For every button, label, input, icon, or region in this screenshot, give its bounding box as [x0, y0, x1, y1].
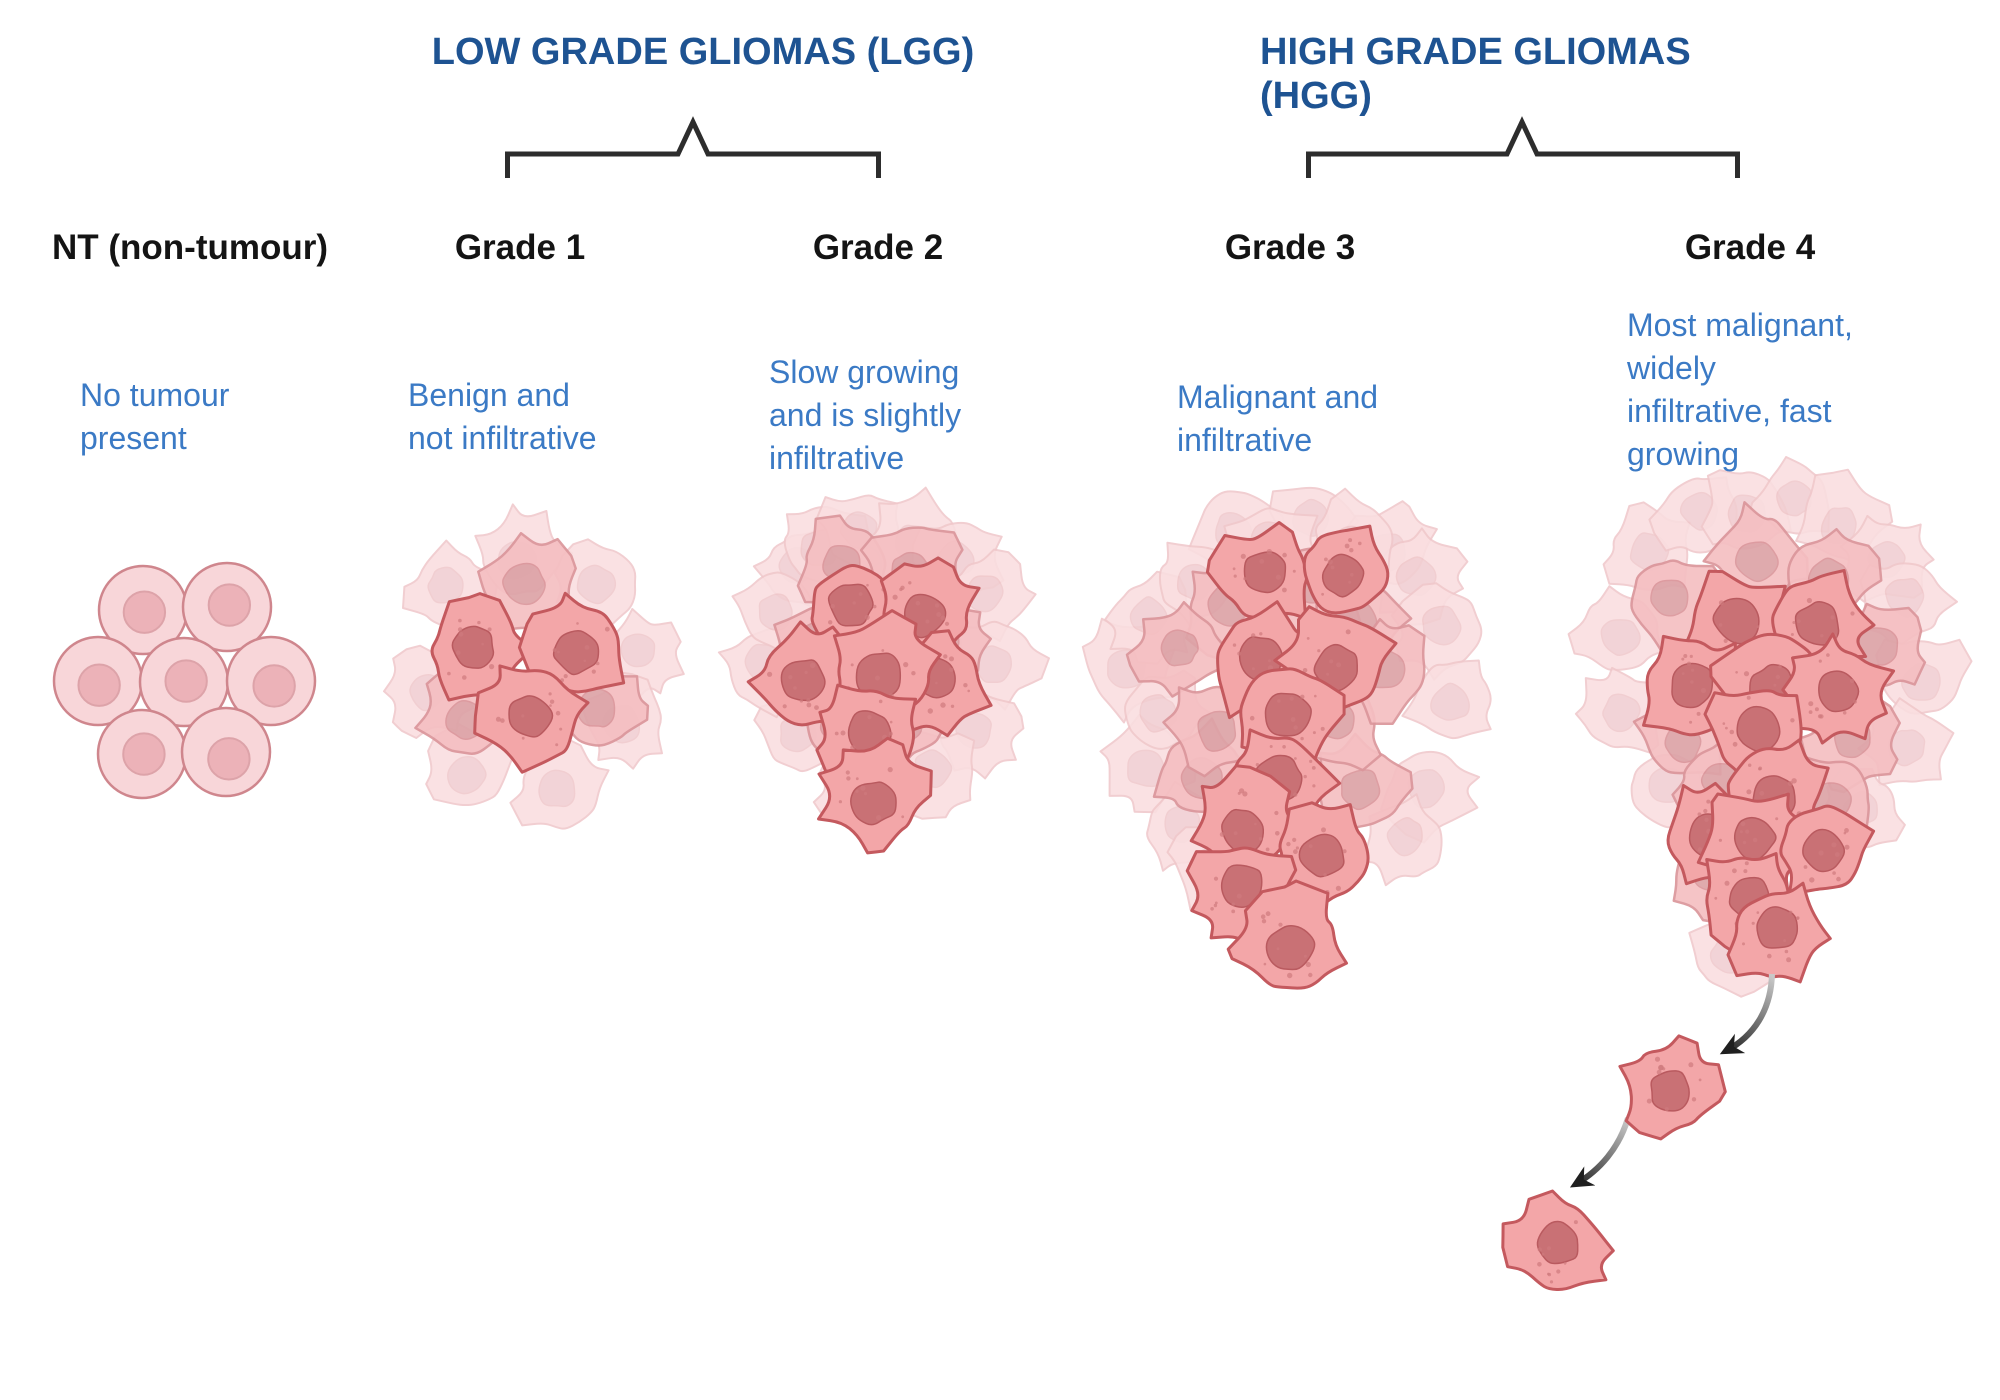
hgg-group-title: HIGH GRADE GLIOMAS (HGG): [1260, 31, 1691, 117]
header-grade2: Grade 2: [812, 228, 944, 267]
normal-cell: [96, 708, 188, 800]
hgg-bracket: [1306, 116, 1740, 178]
header-grade4: Grade 4: [1684, 228, 1816, 267]
grade4-tumour-cluster: [1567, 456, 1973, 998]
metastatic-cell: [1501, 1189, 1615, 1292]
normal-cell: [180, 706, 272, 798]
grade3-tumour-cluster: [1081, 486, 1492, 990]
lgg-group-title: LOW GRADE GLIOMAS (LGG): [431, 31, 975, 73]
tumour-cell: [1726, 881, 1832, 984]
header-grade3: Grade 3: [1224, 228, 1356, 267]
tumour-cell: [473, 664, 590, 774]
header-grade1: Grade 1: [454, 228, 586, 267]
header-nt: NT (non-tumour): [51, 228, 329, 267]
metastasis-arrow-1: [1719, 973, 1775, 1055]
metastatic-cell: [1618, 1034, 1727, 1141]
faded-tumour-cell: [1125, 600, 1231, 698]
tumour-cell: [1205, 521, 1309, 620]
faded-tumour-cell: [1574, 666, 1660, 754]
normal-cell: [97, 564, 189, 656]
metastatic-cells: [1501, 1034, 1727, 1292]
normal-cell: [52, 635, 144, 727]
nt-normal-cell-cluster: [52, 561, 317, 800]
description-nt: No tumour present: [80, 377, 230, 456]
tumour-cell: [1779, 804, 1876, 897]
description-grade3: Malignant and infiltrative: [1177, 379, 1379, 458]
description-grade4: Most malignant, widely infiltrative, fas…: [1627, 307, 1853, 472]
normal-cell: [181, 561, 273, 653]
description-grade2: Slow growing and is slightly infiltrativ…: [769, 354, 962, 476]
normal-cell: [225, 635, 317, 727]
tumour-cell: [1302, 524, 1390, 615]
grade1-tumour-cluster: [383, 503, 685, 830]
faded-tumour-cell: [1401, 659, 1492, 740]
lgg-bracket: [505, 116, 881, 178]
grade2-tumour-cluster: [717, 486, 1050, 855]
tumour-cell: [1226, 879, 1348, 990]
metastasis-arrow-2: [1569, 1117, 1631, 1188]
faded-tumour-cell: [1702, 501, 1809, 600]
tumour-cell: [517, 591, 626, 694]
description-grade1: Benign and not infiltrative: [408, 377, 597, 456]
tumour-cell: [817, 736, 933, 855]
